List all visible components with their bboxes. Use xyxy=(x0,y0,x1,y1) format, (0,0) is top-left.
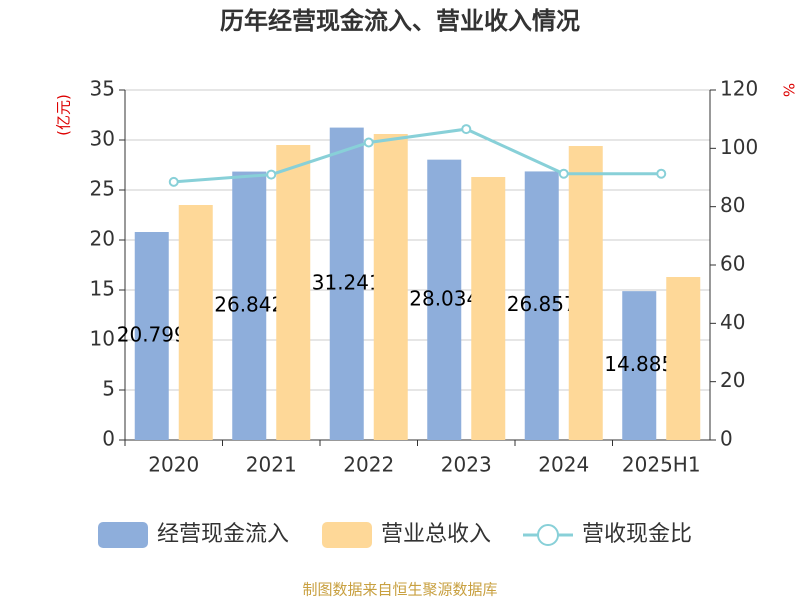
line xyxy=(173,127,662,184)
line-marker xyxy=(461,124,472,135)
x-tick-label: 2025H1 xyxy=(622,453,701,477)
y2-tick-label: 100 xyxy=(720,135,758,159)
y-tick-label: 10 xyxy=(90,327,115,351)
y-axis-label: (亿元) xyxy=(55,94,73,136)
legend-swatch xyxy=(322,522,372,548)
y2-tick-label: 60 xyxy=(720,252,745,276)
data-label: 20.799 xyxy=(117,323,187,347)
y-tick-label: 20 xyxy=(90,227,115,251)
x-tick-label: 2024 xyxy=(538,453,589,477)
x-tick-label: 2022 xyxy=(343,453,394,477)
y-tick-label: 35 xyxy=(90,77,115,101)
data-label: 14.885 xyxy=(604,352,674,376)
bar xyxy=(373,134,408,440)
bar xyxy=(524,171,559,440)
legend-label: 经营现金流入 xyxy=(157,522,289,547)
legend-swatch xyxy=(537,524,559,546)
line-marker xyxy=(558,168,569,179)
y-tick-label: 15 xyxy=(90,277,115,301)
y2-axis-label: % xyxy=(780,83,798,97)
y-tick-label: 5 xyxy=(102,377,115,401)
y-tick-label: 0 xyxy=(102,427,115,451)
bar xyxy=(471,177,506,440)
line-marker xyxy=(363,137,374,148)
line-marker xyxy=(168,176,179,187)
chart-title: 历年经营现金流入、营业收入情况 xyxy=(220,7,580,35)
legend-label: 营业总收入 xyxy=(381,522,491,547)
y2-tick-label: 80 xyxy=(720,193,745,217)
x-tick-label: 2020 xyxy=(148,453,199,477)
y2-tick-label: 120 xyxy=(720,77,758,101)
y2-tick-label: 0 xyxy=(720,427,733,451)
line-marker xyxy=(656,168,667,179)
legend-swatch xyxy=(98,522,148,548)
bar xyxy=(622,291,657,440)
line-marker xyxy=(266,169,277,180)
data-label: 28.034 xyxy=(409,286,479,310)
source-note: 制图数据来自恒生聚源数据库 xyxy=(302,581,497,599)
y-tick-label: 25 xyxy=(90,177,115,201)
y-tick-label: 30 xyxy=(90,127,115,151)
y2-tick-label: 20 xyxy=(720,368,745,392)
bar xyxy=(134,232,169,440)
x-tick-label: 2021 xyxy=(246,453,297,477)
legend-label: 营收现金比 xyxy=(582,522,692,547)
bar xyxy=(178,205,213,440)
data-label: 31.241 xyxy=(312,270,382,294)
bar xyxy=(427,159,462,440)
bar xyxy=(232,171,267,440)
bar xyxy=(666,277,701,440)
y2-tick-label: 40 xyxy=(720,310,745,334)
data-label: 26.857 xyxy=(507,292,577,316)
bar xyxy=(568,146,603,440)
x-tick-label: 2023 xyxy=(441,453,492,477)
data-label: 26.842 xyxy=(214,292,284,316)
bar xyxy=(329,127,364,440)
bar xyxy=(276,145,311,440)
